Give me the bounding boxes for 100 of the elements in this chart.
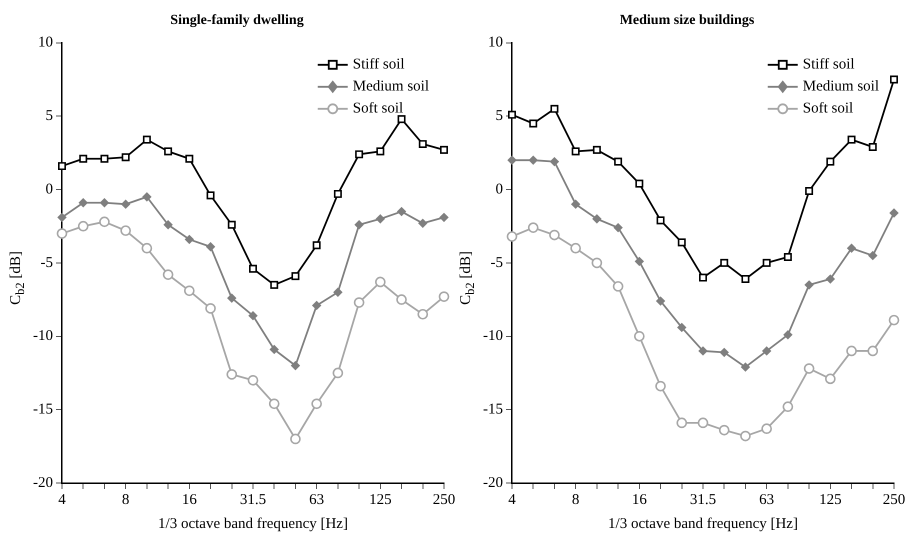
point — [290, 361, 300, 370]
x-tick-label: 125 — [369, 492, 392, 508]
point — [228, 220, 236, 229]
point — [397, 207, 406, 216]
point — [848, 136, 856, 144]
x-tick-label: 250 — [882, 492, 906, 508]
point — [142, 192, 152, 202]
point — [888, 314, 900, 326]
point — [418, 140, 427, 148]
y-tick-label: -15 — [482, 402, 503, 418]
point — [698, 346, 708, 356]
y-tick-label: 5 — [495, 108, 503, 124]
chart-title: Medium size buildings — [620, 13, 755, 28]
point — [614, 223, 623, 232]
point — [612, 281, 624, 292]
point — [354, 297, 364, 308]
x-axis-title: 1/3 octave band frequency [Hz] — [608, 516, 798, 532]
point — [56, 228, 68, 239]
point — [270, 344, 279, 354]
x-tick-label: 250 — [432, 492, 456, 508]
y-tick-label: -15 — [32, 402, 53, 418]
point — [699, 274, 707, 282]
point — [78, 198, 88, 208]
point — [867, 346, 878, 356]
point — [164, 147, 172, 156]
point — [206, 242, 216, 252]
point — [78, 220, 89, 232]
y-tick-label: -20 — [482, 474, 503, 491]
point — [206, 191, 215, 200]
y-tick-label: -20 — [32, 474, 53, 491]
point — [846, 346, 857, 356]
point — [333, 288, 342, 297]
point — [185, 154, 194, 163]
legend-label: Stiff soil — [352, 56, 405, 73]
point — [122, 153, 130, 162]
point — [718, 424, 730, 436]
point — [826, 158, 834, 166]
x-tick-label: 4 — [508, 492, 516, 508]
point — [79, 154, 88, 163]
point — [550, 157, 559, 166]
point — [614, 158, 622, 166]
point — [571, 200, 580, 209]
x-tick-label: 63 — [309, 492, 324, 508]
point — [164, 220, 173, 230]
point — [311, 398, 322, 410]
point — [592, 258, 602, 268]
y-tick-label: 0 — [495, 181, 503, 198]
x-tick-label: 63 — [759, 492, 774, 508]
point — [268, 398, 280, 410]
point — [805, 187, 814, 195]
point — [592, 214, 602, 224]
y-tick-label: -5 — [490, 254, 503, 271]
chart-title: Single-family dwelling — [170, 13, 304, 28]
point — [868, 251, 878, 260]
point — [740, 362, 750, 372]
point — [142, 242, 152, 254]
legend-label: Soft soil — [802, 100, 854, 117]
point — [440, 146, 448, 154]
point — [762, 258, 771, 267]
point — [826, 274, 835, 284]
point — [720, 348, 729, 357]
x-tick-label: 31.5 — [690, 492, 716, 508]
point — [332, 368, 344, 378]
point — [656, 216, 665, 224]
point — [376, 147, 384, 156]
point — [58, 162, 66, 170]
point — [868, 143, 877, 151]
point — [290, 434, 301, 444]
y-tick-label: 5 — [45, 108, 53, 124]
y-tick-label: 10 — [488, 34, 503, 51]
y-tick-label: 0 — [45, 181, 53, 198]
point — [100, 154, 108, 163]
point — [720, 258, 728, 267]
y-tick-label: -10 — [32, 328, 53, 344]
x-tick-label: 8 — [122, 492, 130, 508]
point — [142, 136, 151, 144]
point — [100, 198, 109, 208]
point — [376, 214, 385, 224]
point — [655, 380, 666, 392]
point — [529, 120, 538, 128]
point — [438, 291, 450, 302]
point — [677, 322, 686, 332]
point — [312, 300, 322, 310]
point — [634, 330, 645, 342]
point — [804, 363, 814, 374]
point — [635, 180, 644, 188]
point — [783, 330, 792, 340]
point — [334, 190, 342, 198]
point — [507, 156, 516, 165]
point — [205, 303, 216, 314]
point — [162, 269, 174, 280]
point — [570, 242, 581, 254]
point — [592, 146, 601, 154]
point — [741, 275, 750, 284]
point — [506, 231, 518, 242]
point — [120, 225, 131, 236]
point — [890, 76, 898, 84]
point — [804, 280, 814, 290]
legend-label: Soft soil — [352, 100, 404, 117]
x-tick-label: 31.5 — [240, 492, 266, 508]
